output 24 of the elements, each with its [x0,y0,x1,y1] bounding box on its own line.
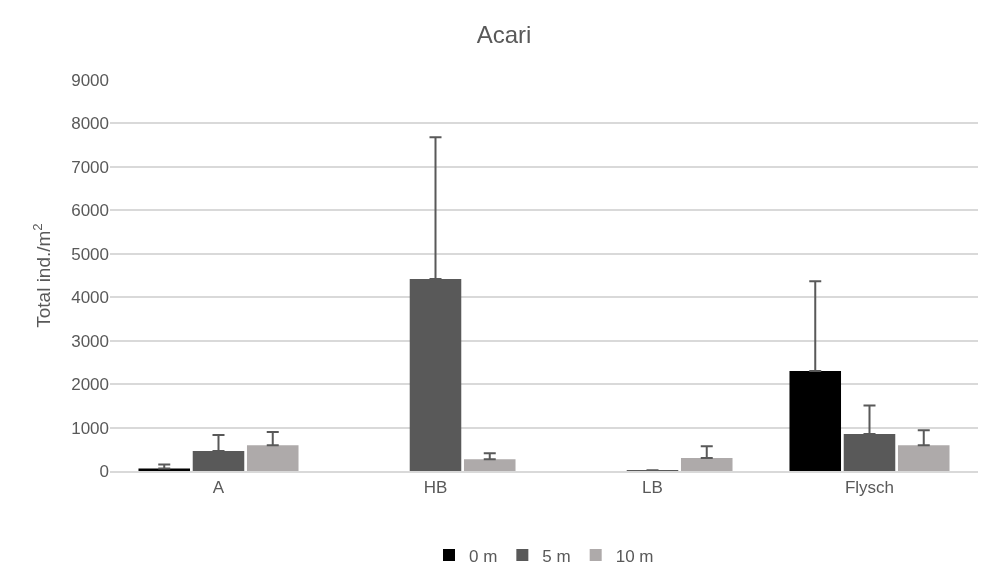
y-tick-label: 5000 [71,244,109,264]
bar [897,445,950,471]
x-tick-label: LB [642,478,663,498]
y-tick-label: 1000 [71,418,109,438]
x-tick-label: HB [423,478,448,498]
bar [680,457,733,471]
y-tick-label: 0 [99,461,109,481]
chart-title: Acari [476,21,532,49]
legend-label: 0 m [469,546,498,566]
y-tick-label: 8000 [71,114,109,134]
legend-label: 5 m [542,546,571,566]
bar [246,445,299,471]
x-tick-label: A [212,478,225,498]
y-tick-label: 2000 [71,375,109,395]
y-tick-label: 3000 [71,331,109,351]
legend-label: 10 m [615,546,654,566]
y-tick-label: 6000 [71,201,109,221]
y-tick-label: 7000 [71,157,109,177]
x-tick-label: Flysch [844,478,895,498]
y-tick-label: 9000 [71,70,109,90]
bar [789,371,842,471]
bar [138,468,191,471]
bar [463,459,516,471]
y-tick-label: 4000 [71,288,109,308]
